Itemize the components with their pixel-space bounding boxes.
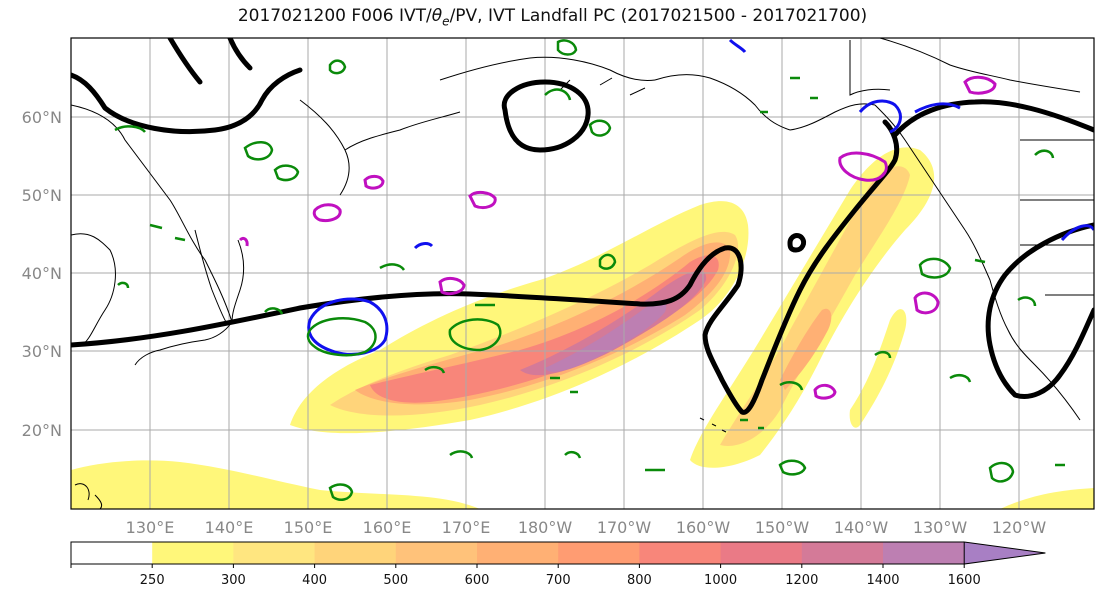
title-suffix: /PV, IVT Landfall PC (2017021500 - 20170… [449,6,868,26]
lon-label-160w: 160°W [676,518,731,537]
lon-label-140w: 140°W [834,518,889,537]
colorbar-box [233,542,316,564]
colorbar-tick-label: 1600 [948,573,981,588]
map-title: 2017021200 F006 IVT/θe/PV, IVT Landfall … [0,6,1105,28]
lat-label-50: 50°N [22,186,62,205]
title-theta: θ [431,6,443,26]
lon-label-140e: 140°E [205,518,254,537]
lon-label-130e: 130°E [126,518,175,537]
colorbar-ticks [70,564,965,568]
colorbar-tick-label: 1000 [704,573,737,588]
colorbar-tick-label: 250 [140,573,165,588]
lat-label-20: 20°N [22,421,62,440]
lon-label-150w: 150°W [755,518,810,537]
lon-label-180w: 180°W [518,518,573,537]
colorbar-box [883,542,965,564]
colorbar-box [477,542,559,564]
title-sub: e [442,14,450,29]
pv-blue-contours [307,38,1094,356]
colorbar-box [801,542,884,564]
colorbar-tick-label: 800 [627,573,652,588]
lon-label-160e: 160°E [363,518,412,537]
map-area [71,38,1094,509]
title-prefix: 2017021200 F006 IVT/ [237,6,432,26]
colorbar-tick-label: 500 [383,573,408,588]
colorbar-box [720,542,803,564]
theta-e-contours [71,38,1094,415]
colorbar-box [558,542,640,564]
lat-label-30: 30°N [22,342,62,361]
lon-label-170e: 170°E [442,518,491,537]
colorbar-box [152,542,234,564]
colorbar-tick-label: 400 [302,573,327,588]
colorbar-tick-label: 700 [546,573,571,588]
colorbar-tick-label: 1200 [785,573,818,588]
lon-label-150e: 150°E [284,518,333,537]
lat-label-60: 60°N [22,108,62,127]
colorbar-labels: 250 300 400 500 600 700 800 1000 1200 1400 1600 [140,573,981,588]
colorbar-box [639,542,722,564]
colorbar-tick-label: 1400 [866,573,899,588]
lon-label-120w: 120°W [992,518,1047,537]
lon-label-170w: 170°W [597,518,652,537]
lat-labels: 60°N 50°N 40°N 30°N 20°N [22,108,62,440]
lon-label-130w: 130°W [913,518,968,537]
colorbar-frame [70,541,965,565]
colorbar-tick-label: 600 [465,573,490,588]
map-frame [70,37,1095,510]
colorbar-box [395,542,478,564]
map-gridlines [71,38,1094,509]
ivt-shading [71,147,1094,509]
colorbar-tick-label: 300 [221,573,246,588]
pv-magenta-contours [238,75,997,400]
colorbar-box [314,542,397,564]
pv-green-contours [114,39,1065,501]
lat-label-40: 40°N [22,264,62,283]
colorbar [70,541,1046,565]
lon-labels: 130°E 140°E 150°E 160°E 170°E 180°W 170°… [126,518,1047,537]
colorbar-box [71,542,153,564]
colorbar-extend-arrow [963,541,1046,565]
coastlines [71,38,1094,509]
